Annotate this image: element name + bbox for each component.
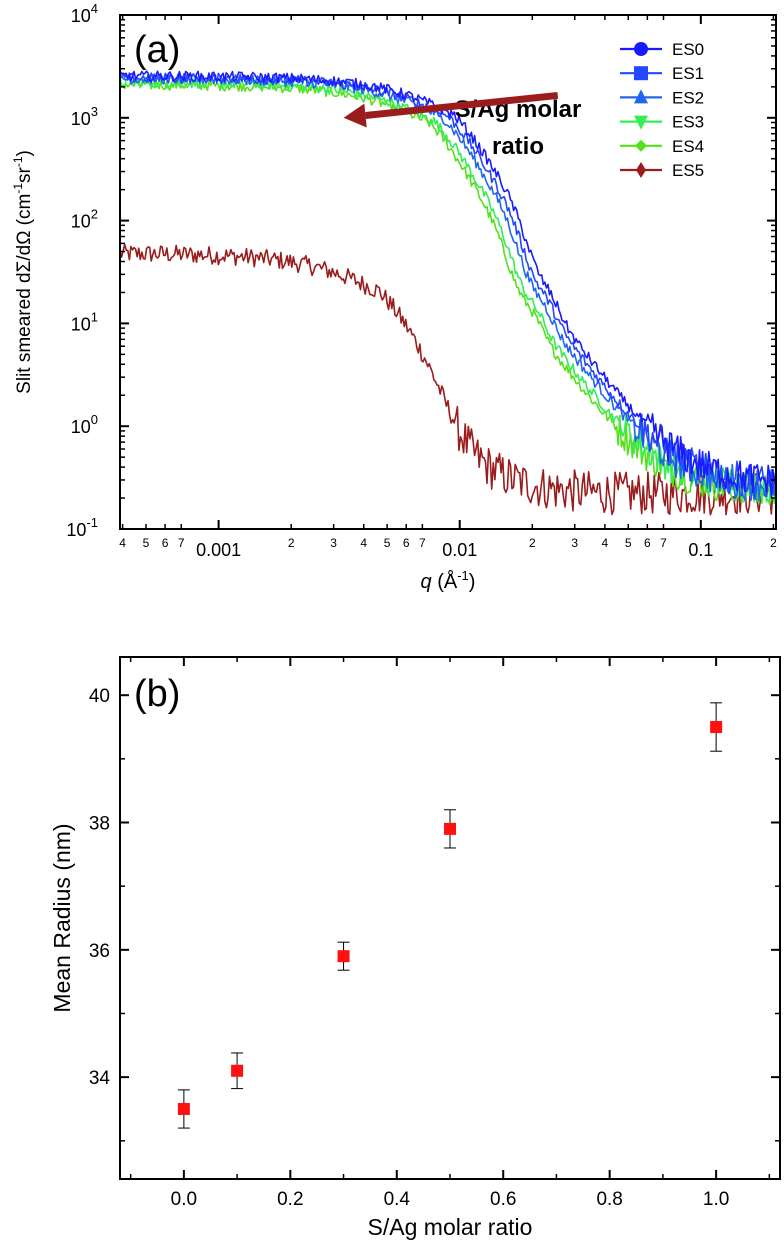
- panel-a-annotation: S/Ag molar ratio: [343, 91, 581, 160]
- legend-marker: [636, 162, 646, 178]
- b-y-tick-label: 40: [89, 686, 110, 707]
- panel-b-ticks: 0.0 0.2 0.4 0.6 0.8 1.0 34 36 38 40: [89, 657, 780, 1210]
- b-x-tick-label: 0.0: [171, 1189, 197, 1210]
- legend-entry-es4: ES4: [620, 137, 704, 156]
- a-x-tick-label: 0.001: [196, 540, 241, 560]
- legend-entry-es2: ES2: [620, 88, 704, 107]
- panel-a-legend: ES0 ES1 ES2 ES3 ES4 ES5: [620, 40, 704, 180]
- a-y-tick-label: 104: [71, 1, 98, 26]
- a-x-minor-tick-label: 2: [770, 536, 777, 550]
- panel-a-label: (a): [134, 29, 180, 71]
- point-marker: [444, 822, 456, 835]
- a-x-minor-tick-label: 6: [162, 536, 169, 550]
- b-x-tick-label: 0.2: [277, 1189, 303, 1210]
- legend-marker: [634, 89, 648, 104]
- b-x-tick-label: 0.8: [596, 1189, 622, 1210]
- data-point: [231, 1052, 244, 1090]
- a-x-minor-tick-label: 4: [119, 536, 126, 550]
- a-x-tick-label: 0.01: [442, 540, 477, 560]
- a-x-minor-tick-label: 2: [529, 536, 536, 550]
- a-x-minor-tick-label: 6: [403, 536, 410, 550]
- legend-entry-es5: ES5: [620, 161, 704, 180]
- point-marker: [337, 950, 350, 963]
- panel-a-chart: S/Ag molar ratio 10-1 100 101 102 103 104 0.00…: [11, 1, 777, 593]
- panel-a-curves: [119, 70, 777, 516]
- a-x-minor-tick-label: 4: [360, 536, 367, 550]
- a-x-minor-tick-label: 7: [178, 536, 185, 550]
- a-series-line-es2: [119, 73, 777, 502]
- data-point: [177, 1089, 190, 1129]
- a-x-tick-label: 0.1: [688, 540, 713, 560]
- legend-marker: [634, 115, 648, 130]
- annotation-arrow-head: [343, 103, 367, 128]
- b-y-tick-label: 38: [89, 814, 110, 835]
- legend-label: ES0: [672, 40, 704, 59]
- point-marker: [710, 721, 723, 734]
- panel-b-points: [177, 702, 723, 1129]
- a-x-minor-tick-label: 3: [330, 536, 337, 550]
- legend-label: ES1: [672, 64, 704, 83]
- data-point: [710, 702, 723, 752]
- panel-a-y-axis-title: Slit smeared dΣ/dΩ (cm-1sr-1): [11, 150, 35, 394]
- a-x-minor-tick-label: 6: [644, 536, 651, 550]
- b-x-tick-label: 0.6: [490, 1189, 516, 1210]
- a-x-minor-tick-label: 5: [143, 536, 150, 550]
- legend-label: ES5: [672, 161, 704, 180]
- a-x-minor-tick-label: 7: [419, 536, 426, 550]
- panel-b-label: (b): [134, 673, 180, 715]
- data-point: [444, 809, 456, 849]
- a-x-minor-tick-label: 7: [660, 536, 667, 550]
- a-x-minor-tick-label: 5: [625, 536, 632, 550]
- annotation-line-2: ratio: [492, 133, 544, 160]
- b-y-tick-label: 36: [89, 941, 110, 962]
- annotation-arrow-shaft: [365, 91, 559, 119]
- a-x-minor-tick-label: 2: [288, 536, 295, 550]
- b-x-tick-label: 1.0: [703, 1189, 729, 1210]
- data-point: [337, 941, 350, 971]
- a-x-minor-tick-label: 3: [571, 536, 578, 550]
- panel-a-frame: [119, 14, 777, 530]
- legend-marker: [635, 139, 647, 152]
- a-x-minor-tick-label: 5: [384, 536, 391, 550]
- legend-entry-es3: ES3: [620, 113, 704, 132]
- legend-marker: [634, 42, 648, 56]
- legend-label: ES2: [672, 88, 704, 107]
- a-y-tick-label: 102: [71, 207, 98, 232]
- a-series-line-es0: [119, 70, 777, 498]
- a-x-minor-tick-label: 4: [602, 536, 609, 550]
- legend-label: ES4: [672, 137, 704, 156]
- panel-a-x-axis-title: q (Å-1): [421, 568, 476, 593]
- legend-label: ES3: [672, 113, 704, 132]
- a-y-tick-label: 10-1: [66, 515, 98, 540]
- panel-b-y-axis-title: Mean Radius (nm): [49, 823, 75, 1012]
- panel-b-x-axis-title: S/Ag molar ratio: [368, 1214, 533, 1240]
- a-series-line-es5: [119, 243, 777, 516]
- legend-entry-es1: ES1: [620, 64, 704, 83]
- point-marker: [231, 1064, 244, 1077]
- legend-marker: [634, 66, 648, 81]
- a-y-tick-label: 103: [71, 104, 98, 129]
- b-x-tick-label: 0.4: [384, 1189, 411, 1210]
- a-y-tick-label: 101: [71, 309, 98, 334]
- a-y-tick-label: 100: [71, 412, 98, 437]
- panel-b-chart: 0.0 0.2 0.4 0.6 0.8 1.0 34 36 38 40 (b) S/Ag mola…: [49, 656, 781, 1240]
- b-y-tick-label: 34: [89, 1068, 111, 1089]
- point-marker: [177, 1102, 190, 1115]
- legend-entry-es0: ES0: [620, 40, 704, 59]
- panel-b-frame: [119, 656, 781, 1180]
